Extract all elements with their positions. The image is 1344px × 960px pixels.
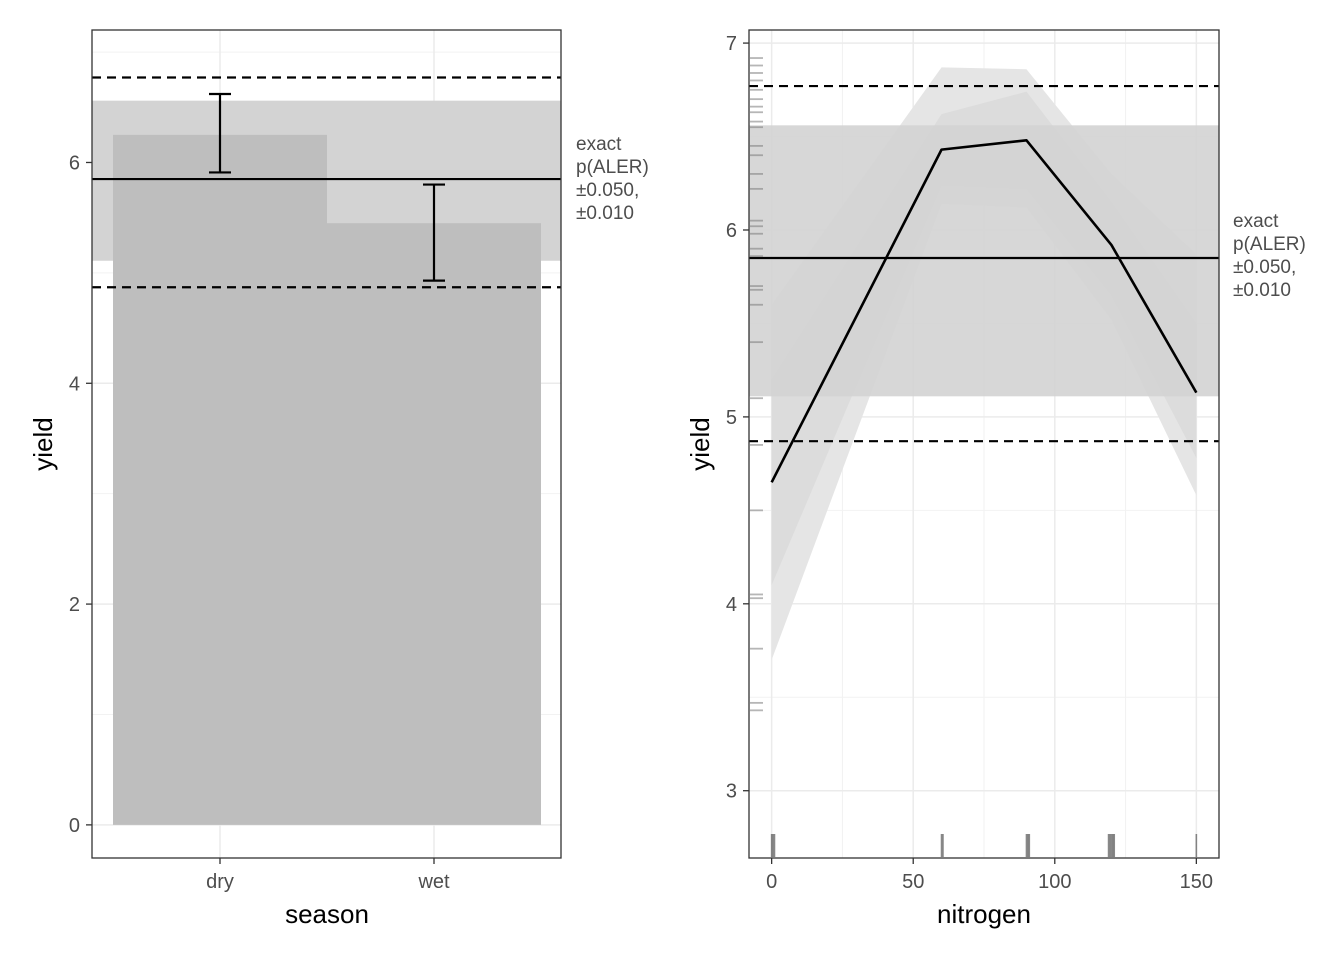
right-reference-band-rect [749,125,1219,397]
right-panel: 3 4 5 6 7 0 50 100 150 exact p(ALER) ±0.050, ±0… [685,29,1306,929]
right-reference-lines [749,84,1219,443]
right-y-tick-label: 7 [726,33,737,55]
left-reference-lines [92,76,561,289]
right-rugs [750,57,1198,857]
left-y-tick-label: 4 [69,373,80,395]
left-panel-border [91,29,562,859]
left-y-axis: 0 2 4 6 [69,152,92,837]
right-y-axis-title: yield [685,417,715,470]
right-annotation-line-3: ±0.050, [1233,257,1296,278]
right-reference-band [749,125,1219,397]
left-y-tick-label: 2 [69,594,80,616]
left-annotation-line-1: exact [576,134,622,155]
bar-wet [327,223,541,825]
right-annotation-line-4: ±0.010 [1233,280,1291,301]
bar-dry [113,134,327,825]
left-annotation-line-4: ±0.010 [576,203,634,224]
left-error-bars [209,92,445,282]
right-panel-border [748,29,1220,859]
left-panel: 0 2 4 6 dry wet exact p(ALER) ±0.050, ±0.010… [28,29,649,929]
right-x-tick-label: 0 [766,871,777,893]
left-x-tick-label: dry [206,871,234,893]
right-y-tick-label: 6 [726,220,737,242]
right-x-tick-label: 50 [902,871,924,893]
right-x-tick-label: 100 [1038,871,1071,893]
right-x-tick-label: 150 [1180,871,1213,893]
left-x-axis: dry wet [206,858,450,893]
right-y-tick-label: 5 [726,407,737,429]
left-y-tick-label: 0 [69,815,80,837]
right-y-axis: 3 4 5 6 7 [726,33,749,803]
left-bars [113,134,541,825]
left-annotation-line-3: ±0.050, [576,180,639,201]
left-x-axis-title: season [285,899,369,929]
right-x-axis: 0 50 100 150 [766,858,1213,893]
left-x-tick-label: wet [417,871,450,893]
right-annotation-line-2: p(ALER) [1233,234,1306,255]
left-y-axis-title: yield [28,417,58,470]
left-annotation-line-2: p(ALER) [576,157,649,178]
left-y-tick-label: 6 [69,152,80,174]
right-x-axis-title: nitrogen [937,899,1031,929]
right-annotation-line-1: exact [1233,211,1279,232]
right-y-tick-label: 4 [726,594,737,616]
right-y-tick-label: 3 [726,781,737,803]
right-yield-line [770,138,1198,483]
